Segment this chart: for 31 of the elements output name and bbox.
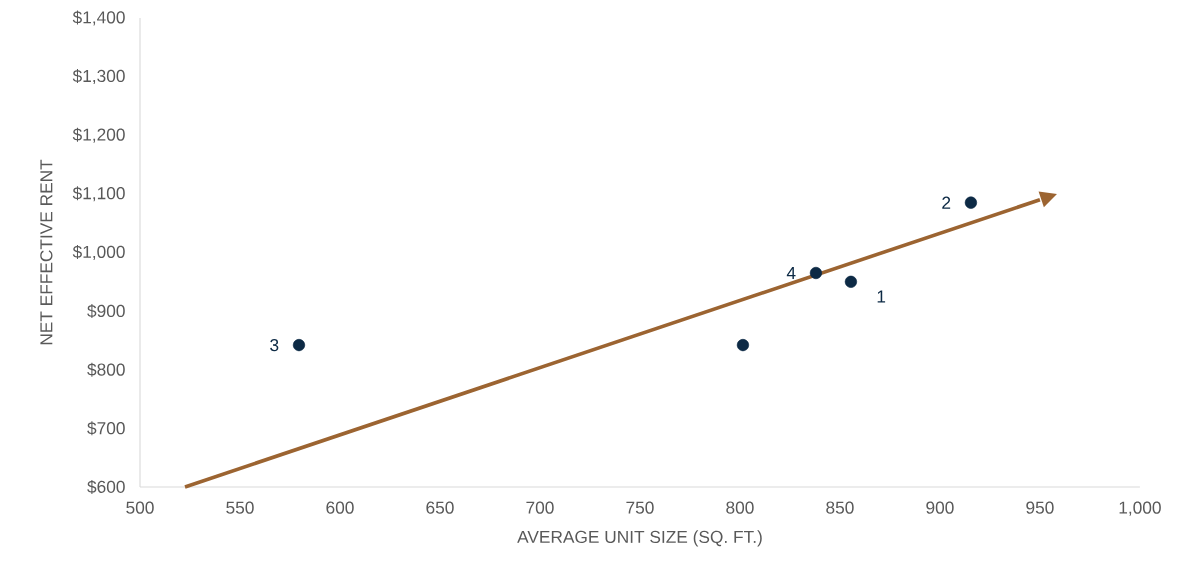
x-tick-label: 1,000 (1119, 501, 1161, 516)
x-axis-title: AVERAGE UNIT SIZE (SQ. FT.) (517, 530, 762, 547)
x-tick-label: 950 (1026, 501, 1054, 514)
x-tick-label: 700 (526, 501, 554, 514)
y-tick-label: $1,200 (72, 127, 125, 143)
y-axis-title: NET EFFECTIVE RENT (40, 159, 53, 345)
x-tick-label: 600 (326, 501, 354, 514)
x-tick-label: 850 (826, 501, 854, 514)
point (292, 339, 306, 352)
annotation: 4 (786, 267, 796, 279)
point (809, 266, 823, 280)
point (736, 339, 750, 352)
y-tick-label: $1,400 (72, 10, 125, 26)
point (964, 196, 978, 209)
x-tick-label: 800 (726, 501, 754, 514)
y-tick-label: $900 (87, 304, 125, 319)
annotation: 3 (270, 339, 279, 352)
annotation: 1 (877, 290, 886, 303)
x-tick-label: 900 (926, 501, 954, 514)
x-tick-label: 550 (226, 501, 254, 514)
y-tick-label: $1,100 (72, 186, 125, 202)
annotation: 2 (942, 196, 951, 209)
x-tick-label: 650 (426, 501, 454, 514)
y-tick-label: $1,300 (72, 69, 125, 85)
x-tick-label: 750 (626, 501, 654, 514)
point (844, 275, 858, 288)
y-tick-label: $600 (87, 479, 125, 494)
y-tick-label: $1,000 (72, 244, 125, 260)
y-tick-label: $700 (87, 421, 125, 436)
x-tick-label: 500 (126, 501, 154, 514)
y-tick-label: $800 (87, 362, 125, 377)
